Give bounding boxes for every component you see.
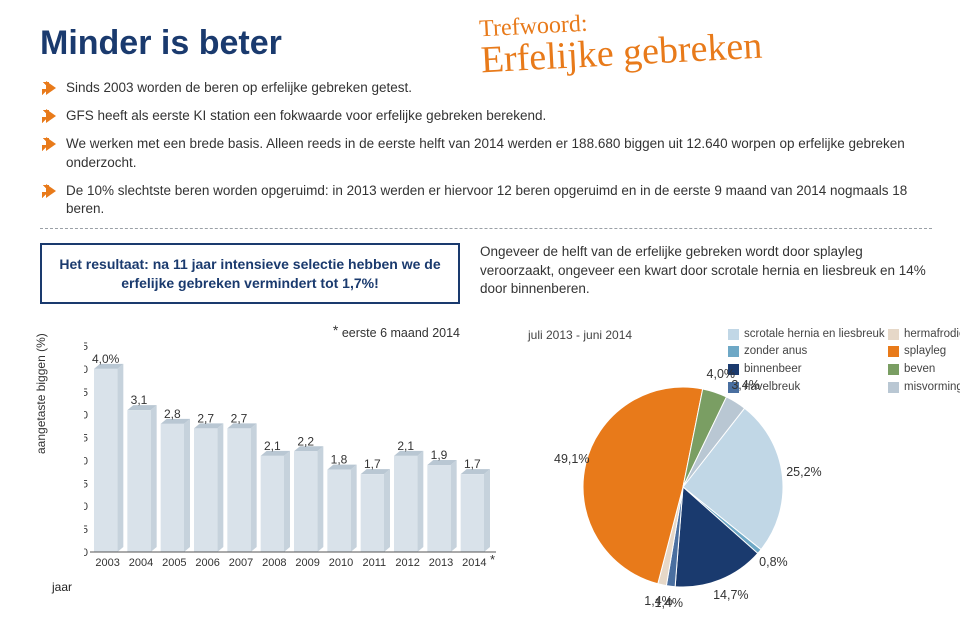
svg-text:1,8: 1,8 xyxy=(331,452,348,466)
pie-slice-label: 49,1% xyxy=(554,452,589,466)
legend-label: splayleg xyxy=(904,343,946,360)
svg-text:2,5: 2,5 xyxy=(84,432,88,444)
svg-text:0,5: 0,5 xyxy=(84,524,88,536)
legend-item: misvorming xyxy=(888,379,960,396)
svg-text:1,5: 1,5 xyxy=(84,478,88,490)
pie-slice-label: 0,8% xyxy=(759,555,788,569)
svg-text:3,1: 3,1 xyxy=(131,393,148,407)
pie-chart: juli 2013 - juni 2014 scrotale hernia en… xyxy=(518,324,932,594)
pie-slice-label: 3,4% xyxy=(731,378,760,392)
bullet-list: Sinds 2003 worden de beren op erfelijke … xyxy=(40,79,930,218)
svg-text:3,0: 3,0 xyxy=(84,409,88,421)
legend-label: misvorming xyxy=(904,379,960,396)
bullet-item: GFS heeft als eerste KI station een fokw… xyxy=(40,107,930,125)
legend-item: zonder anus xyxy=(728,343,885,360)
legend-label: zonder anus xyxy=(744,343,807,360)
svg-text:2004: 2004 xyxy=(129,557,153,569)
svg-text:2006: 2006 xyxy=(195,557,219,569)
svg-text:2007: 2007 xyxy=(229,557,253,569)
svg-text:2,1: 2,1 xyxy=(397,439,414,453)
svg-text:2,7: 2,7 xyxy=(197,411,214,425)
svg-text:2,7: 2,7 xyxy=(231,411,248,425)
svg-text:2014: 2014 xyxy=(462,557,486,569)
pie-slice-label: 14,7% xyxy=(713,588,748,602)
svg-text:4,0: 4,0 xyxy=(84,364,88,376)
bullet-item: De 10% slechtste beren worden opgeruimd:… xyxy=(40,182,930,218)
svg-text:2010: 2010 xyxy=(329,557,353,569)
result-box: Het resultaat: na 11 jaar intensieve sel… xyxy=(40,243,460,303)
legend-swatch xyxy=(888,329,899,340)
legend-swatch xyxy=(888,364,899,375)
bar-svg: 0,0 0,5 1,0 1,5 2,0 2,5 3,0 3,5 4,0 4,5 4,0% 2003 3,… xyxy=(84,324,496,574)
legend-swatch xyxy=(728,329,739,340)
legend-swatch xyxy=(888,346,899,357)
legend-label: beven xyxy=(904,361,935,378)
svg-text:4,5: 4,5 xyxy=(84,341,88,353)
svg-text:2,8: 2,8 xyxy=(164,407,181,421)
section-divider xyxy=(40,228,932,229)
svg-text:1,0: 1,0 xyxy=(84,501,88,513)
svg-text:2005: 2005 xyxy=(162,557,186,569)
svg-text:2012: 2012 xyxy=(395,557,419,569)
bar-chart: aangetaste biggen (%) * eerste 6 maand 2… xyxy=(40,324,500,594)
legend-label: hermafrodiet xyxy=(904,326,960,343)
legend-item: splayleg xyxy=(888,343,960,360)
svg-text:*: * xyxy=(490,552,495,567)
svg-text:1,9: 1,9 xyxy=(431,448,448,462)
legend-item: scrotale hernia en liesbreuk xyxy=(728,326,885,343)
legend-item: beven xyxy=(888,361,960,378)
bullet-item: We werken met een brede basis. Alleen re… xyxy=(40,135,930,171)
svg-text:2003: 2003 xyxy=(95,557,119,569)
svg-text:0,0: 0,0 xyxy=(84,547,88,559)
right-paragraph: Ongeveer de helft van de erfelijke gebre… xyxy=(480,243,932,317)
pie-slice-label: 1,4% xyxy=(644,594,673,608)
svg-text:1,7: 1,7 xyxy=(464,457,481,471)
svg-text:2008: 2008 xyxy=(262,557,286,569)
pie-svg xyxy=(578,382,788,592)
bullet-item: Sinds 2003 worden de beren op erfelijke … xyxy=(40,79,930,97)
svg-text:2,0: 2,0 xyxy=(84,455,88,467)
svg-text:2011: 2011 xyxy=(363,557,387,569)
pie-slice-label: 25,2% xyxy=(786,465,821,479)
svg-text:1,7: 1,7 xyxy=(364,457,381,471)
svg-text:2009: 2009 xyxy=(295,557,319,569)
svg-text:4,0%: 4,0% xyxy=(92,352,120,366)
legend-item: binnenbeer xyxy=(728,361,885,378)
legend-label: binnenbeer xyxy=(744,361,802,378)
svg-text:2013: 2013 xyxy=(429,557,453,569)
legend-item: hermafrodiet xyxy=(888,326,960,343)
svg-text:3,5: 3,5 xyxy=(84,386,88,398)
svg-text:2,1: 2,1 xyxy=(264,439,281,453)
legend-col2: hermafrodietsplaylegbevenmisvorming xyxy=(888,326,960,397)
legend-label: scrotale hernia en liesbreuk xyxy=(744,326,885,343)
svg-text:2,2: 2,2 xyxy=(297,434,314,448)
bar-ylabel: aangetaste biggen (%) xyxy=(34,333,48,454)
legend-swatch xyxy=(888,382,899,393)
pie-title: juli 2013 - juni 2014 xyxy=(528,328,632,342)
legend-swatch xyxy=(728,346,739,357)
bar-xlabel: jaar xyxy=(52,580,72,594)
keyword-callout: Trefwoord: Erfelijke gebreken xyxy=(479,3,764,80)
